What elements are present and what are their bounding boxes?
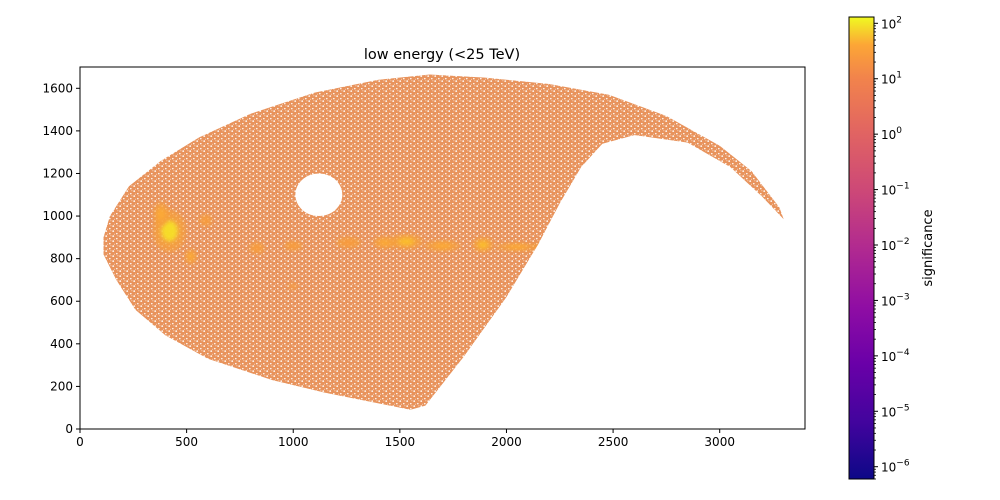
hotspot-core: [378, 239, 391, 246]
x-tick-label: 2000: [491, 435, 522, 449]
colorbar-label: significance: [921, 209, 936, 286]
hotspot-core: [187, 252, 194, 261]
hotspot-core: [161, 220, 178, 242]
x-tick-label: 3000: [704, 435, 735, 449]
sky-map-hole: [295, 173, 343, 217]
colorbar-gradient: [848, 16, 875, 480]
x-axis: 0 500 1000 1500 2000 2500 3000: [76, 429, 735, 449]
chart-title: low energy (<25 TeV): [364, 47, 520, 63]
colorbar-tick-label: 10−6: [881, 459, 910, 475]
y-tick-label: 1000: [42, 209, 73, 223]
y-axis: 0 200 400 600 800 1000 1200 1400 1600: [42, 81, 80, 436]
colorbar-tick-label: 10−3: [881, 292, 910, 308]
hotspot-core: [253, 245, 261, 251]
x-tick-label: 1500: [385, 435, 416, 449]
colorbar-tick-label: 10−2: [881, 237, 910, 253]
y-tick-label: 200: [50, 379, 73, 393]
hotspot-core: [506, 244, 528, 250]
colorbar: 10−6 10−5 10−4 10−3 10−2 10−1 100 101 102 signif…: [848, 15, 936, 480]
colorbar-tick-label: 101: [881, 71, 902, 87]
hotspot-core: [477, 241, 489, 249]
y-tick-label: 1200: [42, 166, 73, 180]
colorbar-tick-label: 10−4: [881, 348, 910, 364]
y-tick-label: 1600: [42, 81, 73, 95]
axes-frame: [79, 66, 806, 430]
x-tick-label: 0: [76, 435, 84, 449]
x-tick-label: 1000: [278, 435, 309, 449]
x-tick-label: 500: [175, 435, 198, 449]
hotspot-core: [536, 245, 545, 249]
y-tick-label: 0: [65, 422, 73, 436]
hotspot-core: [290, 284, 296, 288]
hotspot-core: [433, 243, 452, 249]
colorbar-tick-label: 10−5: [881, 403, 910, 419]
y-tick-label: 600: [50, 294, 73, 308]
colorbar-ticks: 10−6 10−5 10−4 10−3 10−2 10−1 100 101 102: [874, 15, 910, 480]
hotspot: [533, 243, 549, 251]
hotspot-core: [398, 237, 415, 246]
y-tick-label: 400: [50, 337, 73, 351]
x-tick-label: 2500: [598, 435, 629, 449]
y-tick-label: 1400: [42, 124, 73, 138]
colorbar-tick-label: 100: [881, 126, 902, 142]
hotspot-layer: [153, 202, 549, 290]
hotspot-core: [288, 243, 298, 249]
colorbar-tick-label: 102: [881, 15, 902, 31]
hotspot-core: [157, 207, 165, 220]
hotspot-core: [202, 217, 209, 224]
hotspot-core: [342, 239, 355, 246]
colorbar-tick-label: 10−1: [881, 182, 910, 198]
y-tick-label: 800: [50, 252, 73, 266]
